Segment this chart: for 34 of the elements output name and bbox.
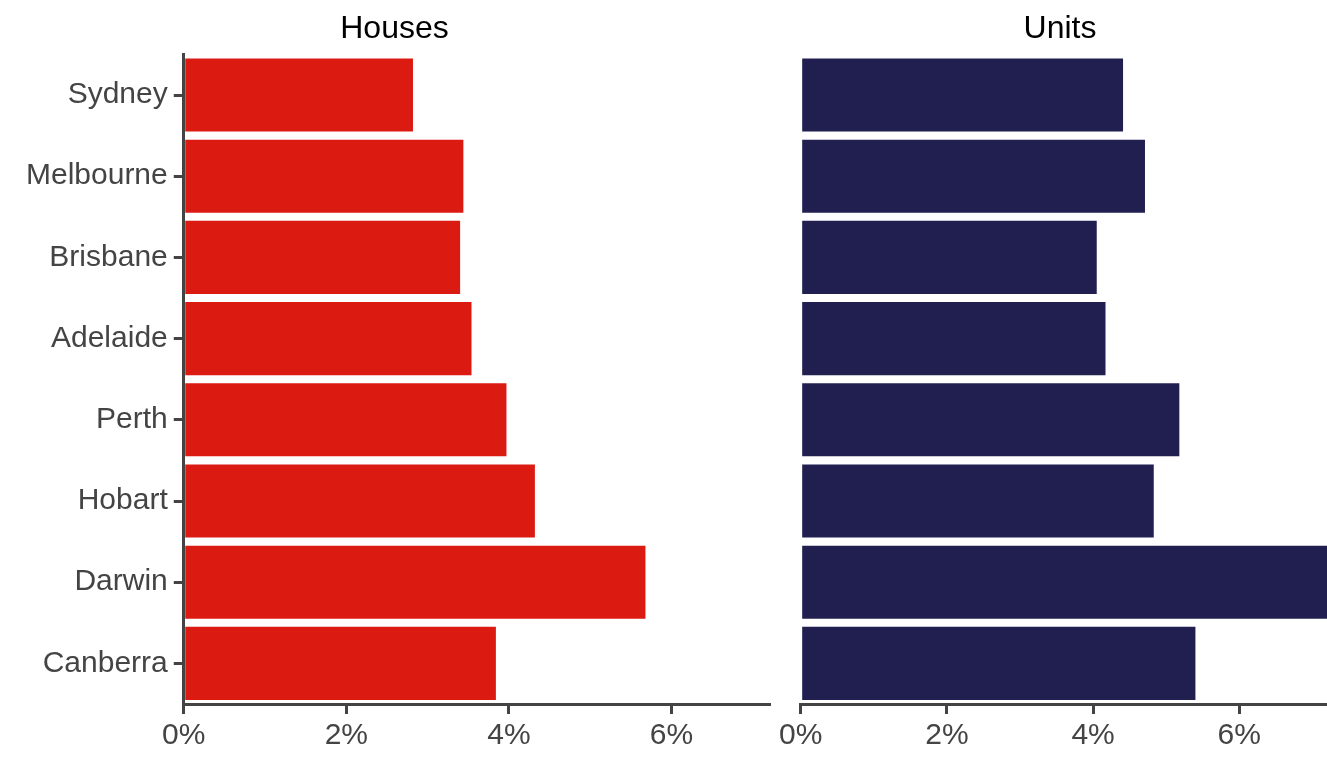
x-tick-label: 0%	[162, 717, 206, 751]
bar	[802, 139, 1145, 213]
bar	[185, 464, 535, 538]
bar	[185, 383, 507, 457]
x-tick-label: 6%	[1217, 717, 1261, 751]
x-tick-label: 4%	[487, 717, 531, 751]
chart-title: Houses	[340, 9, 449, 46]
bar	[802, 302, 1106, 376]
bar	[802, 383, 1180, 457]
y-tick-label: Perth	[96, 401, 168, 435]
bar	[185, 626, 496, 700]
x-tick-label: 2%	[324, 717, 368, 751]
bar	[185, 58, 413, 132]
bar	[802, 626, 1196, 700]
bar	[185, 545, 646, 619]
x-tick-label: 0%	[779, 717, 823, 751]
bar	[802, 220, 1097, 294]
bar	[802, 464, 1154, 538]
bar	[185, 220, 461, 294]
x-tick-label: 4%	[1071, 717, 1115, 751]
bar	[802, 545, 1327, 619]
x-tick-label: 2%	[925, 717, 969, 751]
bar	[802, 58, 1124, 132]
y-tick-label: Sydney	[67, 76, 168, 110]
y-tick-label: Adelaide	[50, 319, 168, 353]
y-tick-label: Hobart	[77, 482, 169, 516]
bar	[185, 302, 472, 376]
y-tick-label: Brisbane	[49, 238, 168, 272]
y-tick-label: Darwin	[74, 563, 168, 597]
chart-title: Units	[1023, 9, 1097, 46]
x-tick-label: 6%	[649, 717, 694, 751]
bar	[185, 139, 464, 213]
y-tick-label: Melbourne	[25, 157, 168, 191]
y-tick-label: Canberra	[42, 644, 169, 678]
